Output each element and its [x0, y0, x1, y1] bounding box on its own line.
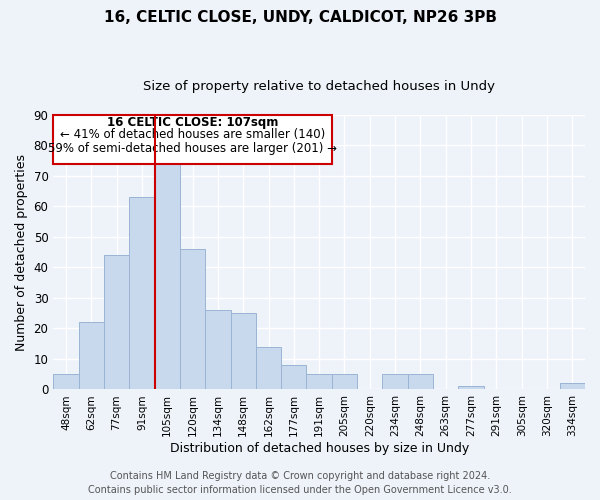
Text: 16, CELTIC CLOSE, UNDY, CALDICOT, NP26 3PB: 16, CELTIC CLOSE, UNDY, CALDICOT, NP26 3…	[104, 10, 497, 25]
Bar	[560, 384, 585, 390]
Title: Size of property relative to detached houses in Undy: Size of property relative to detached ho…	[143, 80, 495, 93]
Text: ← 41% of detached houses are smaller (140): ← 41% of detached houses are smaller (14…	[60, 128, 325, 141]
Bar	[104, 256, 129, 390]
Bar	[332, 374, 357, 390]
Bar	[382, 374, 408, 390]
Text: Contains HM Land Registry data © Crown copyright and database right 2024.
Contai: Contains HM Land Registry data © Crown c…	[88, 471, 512, 495]
Bar	[205, 310, 230, 390]
FancyBboxPatch shape	[53, 115, 332, 164]
Bar	[180, 249, 205, 390]
Bar	[307, 374, 332, 390]
Bar	[458, 386, 484, 390]
Bar	[281, 365, 307, 390]
Bar	[256, 347, 281, 390]
Bar	[408, 374, 433, 390]
Bar	[53, 374, 79, 390]
Y-axis label: Number of detached properties: Number of detached properties	[15, 154, 28, 350]
Bar	[79, 322, 104, 390]
Bar	[129, 198, 155, 390]
Text: 59% of semi-detached houses are larger (201) →: 59% of semi-detached houses are larger (…	[48, 142, 337, 155]
X-axis label: Distribution of detached houses by size in Undy: Distribution of detached houses by size …	[170, 442, 469, 455]
Text: 16 CELTIC CLOSE: 107sqm: 16 CELTIC CLOSE: 107sqm	[107, 116, 278, 129]
Bar	[155, 164, 180, 390]
Bar	[230, 313, 256, 390]
